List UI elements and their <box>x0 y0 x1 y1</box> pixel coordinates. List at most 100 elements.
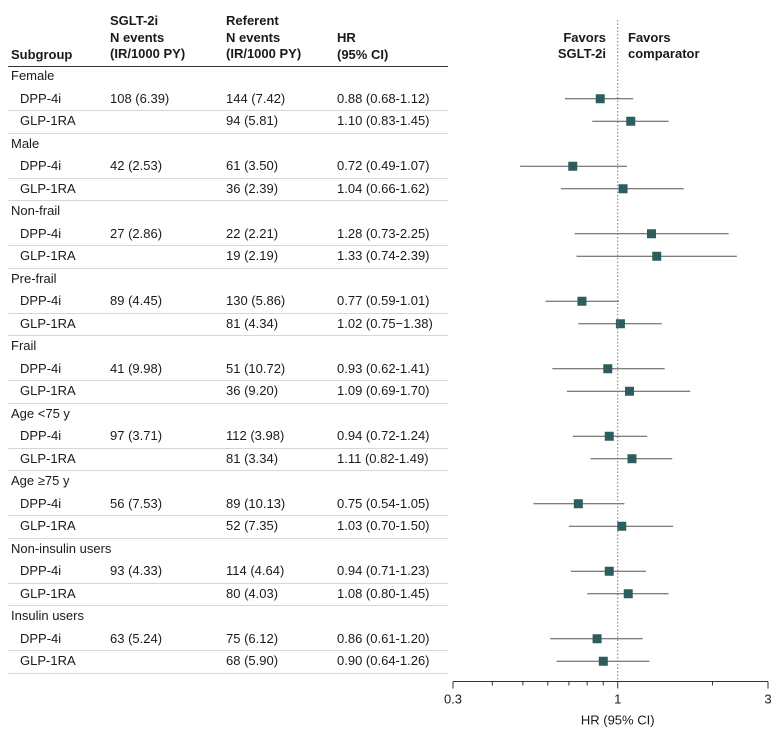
sglt-events-cell: 27 (2.86) <box>110 225 163 241</box>
table-row: DPP-4i 56 (7.53) 89 (10.13) 0.75 (0.54-1.05… <box>8 493 448 516</box>
hr-point-marker <box>627 454 637 464</box>
referent-events-cell: 52 (7.35) <box>226 518 279 533</box>
comparator-label: GLP-1RA <box>20 315 76 331</box>
group-header-row: Frail <box>8 335 448 358</box>
table-row: DPP-4i 108 (6.39) 144 (7.42) 0.88 (0.68-1.1… <box>8 88 448 111</box>
sglt-events-cell: 41 (9.98) <box>110 360 163 376</box>
group-label: Pre-frail <box>11 270 57 286</box>
favors-sglt-label: Favors SGLT-2i <box>557 30 606 61</box>
referent-events-cell: 94 (5.81) <box>226 113 279 128</box>
group-label: Female <box>11 68 55 83</box>
comparator-label: GLP-1RA <box>20 383 76 398</box>
referent-events-cell: 144 (7.42) <box>226 90 286 106</box>
referent-events-cell: 89 (10.13) <box>226 495 286 511</box>
hr-point-marker <box>568 161 578 171</box>
hr-ci-cell: 1.28 (0.73-2.25) <box>337 225 430 241</box>
hr-point-marker <box>618 184 628 194</box>
table-row: GLP-1RA 81 (4.34) 1.02 (0.75−1.38) <box>8 313 448 336</box>
comparator-label: GLP-1RA <box>20 585 76 601</box>
table-row: GLP-1RA 94 (5.81) 1.10 (0.83-1.45) <box>8 110 448 134</box>
hr-point-marker <box>603 364 613 374</box>
comparator-label: GLP-1RA <box>20 518 76 533</box>
comparator-label: GLP-1RA <box>20 248 76 263</box>
hr-point-marker <box>595 94 605 104</box>
hr-ci-cell: 0.86 (0.61-1.20) <box>337 630 430 646</box>
group-label: Non-frail <box>11 203 61 218</box>
hr-ci-cell: 0.94 (0.72-1.24) <box>337 428 430 443</box>
group-label: Male <box>11 135 40 151</box>
comparator-label: DPP-4i <box>20 225 62 241</box>
table-row: DPP-4i 97 (3.71) 112 (3.98) 0.94 (0.72-1.24… <box>8 425 448 449</box>
group-label: Frail <box>11 338 37 353</box>
hr-ci-cell: 1.11 (0.82-1.49) <box>337 450 429 466</box>
hr-point-marker <box>646 229 656 239</box>
x-tick-label: 1 <box>614 692 621 707</box>
sglt-events-cell: 42 (2.53) <box>110 158 163 173</box>
sglt-events-cell: 56 (7.53) <box>110 495 163 511</box>
group-label: Insulin users <box>11 608 84 623</box>
comparator-label: GLP-1RA <box>20 180 76 196</box>
header-sglt-events: SGLT-2i N events (IR/1000 PY) <box>110 13 186 61</box>
sglt-events-cell: 89 (4.45) <box>110 293 163 308</box>
comparator-label: DPP-4i <box>20 563 62 578</box>
comparator-label: GLP-1RA <box>20 450 76 466</box>
referent-events-cell: 130 (5.86) <box>226 293 286 308</box>
header-hr-ci: HR (95% CI) <box>337 30 389 62</box>
group-header-row: Pre-frail <box>8 268 448 291</box>
hr-ci-cell: 0.72 (0.49-1.07) <box>337 158 430 173</box>
table-row: GLP-1RA 52 (7.35) 1.03 (0.70-1.50) <box>8 515 448 539</box>
comparator-label: GLP-1RA <box>20 113 76 128</box>
comparator-label: DPP-4i <box>20 360 62 376</box>
referent-events-cell: 22 (2.21) <box>226 225 279 241</box>
hr-point-marker <box>573 499 583 509</box>
group-header-row: Insulin users <box>8 605 448 628</box>
hr-ci-cell: 1.08 (0.80-1.45) <box>337 585 430 601</box>
comparator-label: DPP-4i <box>20 293 62 308</box>
referent-events-cell: 81 (3.34) <box>226 450 279 466</box>
hr-point-marker <box>592 634 602 644</box>
hr-point-marker <box>604 431 614 441</box>
comparator-label: DPP-4i <box>20 495 62 511</box>
comparator-label: GLP-1RA <box>20 653 76 668</box>
table-row: GLP-1RA 19 (2.19) 1.33 (0.74-2.39) <box>8 245 448 269</box>
table-row: GLP-1RA 36 (2.39) 1.04 (0.66-1.62) <box>8 178 448 201</box>
x-axis-label: HR (95% CI) <box>581 713 655 728</box>
group-header-row: Non-insulin users <box>8 538 448 561</box>
comparator-label: DPP-4i <box>20 90 62 106</box>
favors-comparator-label: Favors comparator <box>628 30 700 61</box>
hr-ci-cell: 1.04 (0.66-1.62) <box>337 180 430 196</box>
referent-events-cell: 81 (4.34) <box>226 315 279 331</box>
hr-ci-cell: 1.09 (0.69-1.70) <box>337 383 430 398</box>
table-row: DPP-4i 42 (2.53) 61 (3.50) 0.72 (0.49-1.07) <box>8 155 448 179</box>
comparator-label: DPP-4i <box>20 630 62 646</box>
table-row: DPP-4i 41 (9.98) 51 (10.72) 0.93 (0.62-1.41… <box>8 358 448 381</box>
hr-ci-cell: 1.02 (0.75−1.38) <box>337 315 433 331</box>
sglt-events-cell: 93 (4.33) <box>110 563 163 578</box>
group-header-row: Male <box>8 133 448 156</box>
comparator-label: DPP-4i <box>20 428 62 443</box>
hr-point-marker <box>652 251 662 261</box>
hr-ci-cell: 1.33 (0.74-2.39) <box>337 248 430 263</box>
table-row: GLP-1RA 68 (5.90) 0.90 (0.64-1.26) <box>8 650 448 674</box>
sglt-events-cell: 97 (3.71) <box>110 428 163 443</box>
table-row: DPP-4i 93 (4.33) 114 (4.64) 0.94 (0.71-1.23… <box>8 560 448 584</box>
group-header-row: Age ≥75 y <box>8 470 448 493</box>
table-row: GLP-1RA 81 (3.34) 1.11 (0.82-1.49) <box>8 448 448 471</box>
hr-ci-cell: 0.75 (0.54-1.05) <box>337 495 430 511</box>
hr-ci-cell: 1.10 (0.83-1.45) <box>337 113 430 128</box>
referent-events-cell: 36 (2.39) <box>226 180 279 196</box>
hr-ci-cell: 0.94 (0.71-1.23) <box>337 563 430 578</box>
x-tick-label: 0.3 <box>444 692 462 707</box>
group-header-row: Female <box>8 65 448 88</box>
hr-point-marker <box>624 386 634 396</box>
table-row: DPP-4i 89 (4.45) 130 (5.86) 0.77 (0.59-1.01… <box>8 290 448 314</box>
group-header-row: Age <75 y <box>8 403 448 426</box>
hr-point-marker <box>617 521 627 531</box>
hr-point-marker <box>604 566 614 576</box>
referent-events-cell: 112 (3.98) <box>226 428 285 443</box>
hr-point-marker <box>598 656 608 666</box>
hr-point-marker <box>577 296 587 306</box>
table-row: GLP-1RA 80 (4.03) 1.08 (0.80-1.45) <box>8 583 448 606</box>
table-row: GLP-1RA 36 (9.20) 1.09 (0.69-1.70) <box>8 380 448 404</box>
hr-ci-cell: 0.88 (0.68-1.12) <box>337 90 430 106</box>
